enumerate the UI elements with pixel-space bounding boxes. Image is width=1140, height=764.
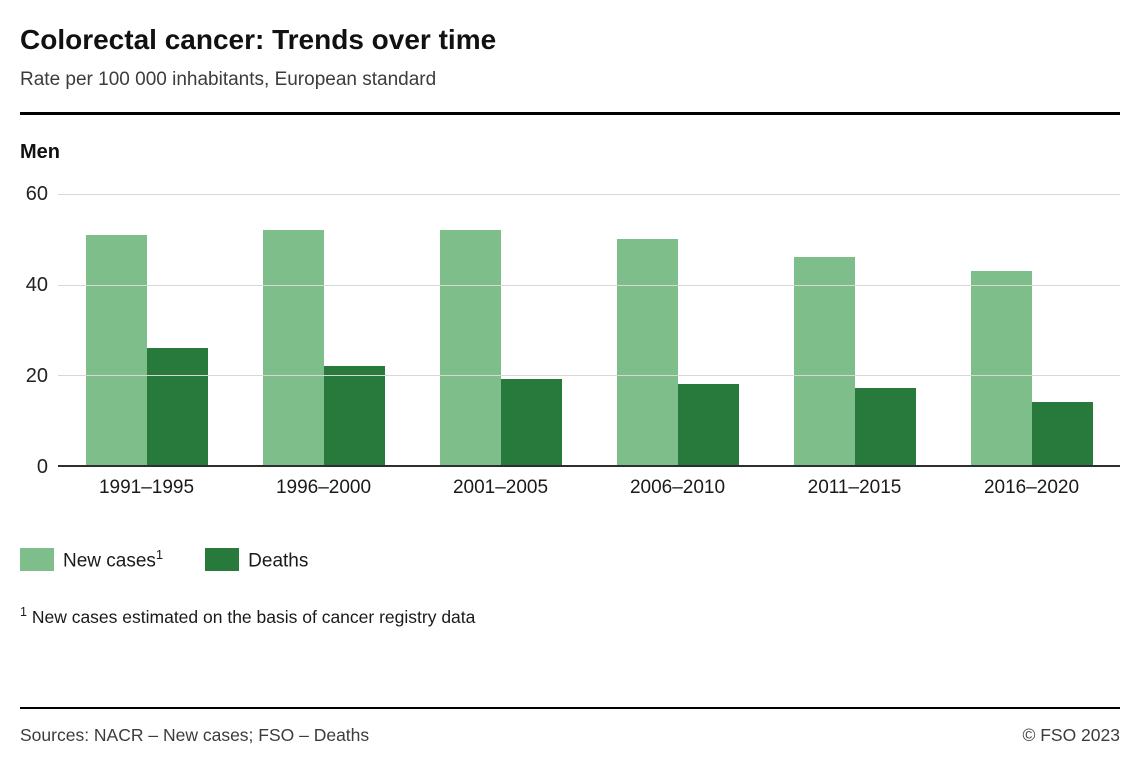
bar-new-cases-4 <box>793 257 855 466</box>
legend-item-deaths: Deaths <box>205 547 308 572</box>
x-axis-label-2: 2001–2005 <box>452 477 549 499</box>
bar-deaths-2 <box>500 379 562 466</box>
header-divider <box>20 112 1120 116</box>
panel-label-men: Men <box>20 141 60 164</box>
y-axis-label-0: 0 <box>36 456 48 479</box>
bar-group-5 <box>943 194 1120 466</box>
gridline-20 <box>58 374 1120 376</box>
bar-deaths-3 <box>677 383 739 466</box>
footer-divider <box>20 707 1120 709</box>
x-axis-labels: 1991–1995 1996–2000 2001–2005 2006–2010 2011… <box>58 477 1120 499</box>
bar-group-4 <box>766 194 943 466</box>
y-axis-labels: 0 20 40 60 <box>20 184 48 477</box>
y-axis-label-40: 40 <box>25 274 48 297</box>
bar-new-cases-1 <box>262 230 324 466</box>
x-axis-label-1: 1996–2000 <box>275 477 372 499</box>
gridline-40 <box>58 284 1120 286</box>
legend-label-new-cases: New cases1 <box>63 547 163 572</box>
legend-label-text: New cases <box>63 550 156 572</box>
bar-new-cases-5 <box>970 270 1032 466</box>
bars-layer <box>58 194 1120 466</box>
page-title: Colorectal cancer: Trends over time <box>20 24 497 55</box>
footer-copyright: © FSO 2023 <box>1022 725 1120 745</box>
page: Colorectal cancer: Trends over time Rate… <box>0 24 1140 764</box>
x-axis-label-3: 2006–2010 <box>629 477 726 499</box>
chart-plot-area: 0 20 40 60 <box>26 184 1120 477</box>
legend: New cases1 Deaths <box>20 547 1120 572</box>
bar-new-cases-3 <box>616 239 678 466</box>
x-axis-label-4: 2011–2015 <box>807 477 902 499</box>
legend-label-deaths: Deaths <box>248 547 308 572</box>
legend-swatch-deaths <box>205 548 240 572</box>
bar-new-cases-0 <box>85 234 147 466</box>
bar-group-0 <box>58 194 235 466</box>
bar-deaths-4 <box>854 388 916 466</box>
y-axis-label-60: 60 <box>25 183 48 206</box>
footnote: 1 New cases estimated on the basis of ca… <box>20 605 1120 628</box>
gridline-60 <box>58 194 1120 196</box>
bar-new-cases-2 <box>439 230 501 466</box>
footer: Sources: NACR – New cases; FSO – Deaths … <box>20 707 1120 746</box>
x-axis-label-5: 2016–2020 <box>983 477 1080 499</box>
footnote-marker: 1 <box>20 604 27 619</box>
plot <box>58 194 1120 468</box>
legend-label-text: Deaths <box>248 550 309 572</box>
legend-swatch-new-cases <box>20 548 54 572</box>
page-subtitle: Rate per 100 000 inhabitants, European s… <box>20 69 437 91</box>
footnote-text: New cases estimated on the basis of canc… <box>31 606 476 627</box>
bar-group-2 <box>412 194 589 466</box>
bar-group-3 <box>589 194 766 466</box>
bar-group-1 <box>235 194 412 466</box>
bar-deaths-0 <box>146 347 208 466</box>
y-axis-label-20: 20 <box>25 365 48 388</box>
legend-footnote-marker: 1 <box>155 547 164 563</box>
bar-deaths-1 <box>323 365 385 466</box>
bar-deaths-5 <box>1031 401 1093 466</box>
footer-sources: Sources: NACR – New cases; FSO – Deaths <box>20 725 370 745</box>
x-axis-label-0: 1991–1995 <box>98 477 195 499</box>
legend-item-new-cases: New cases1 <box>20 547 163 572</box>
